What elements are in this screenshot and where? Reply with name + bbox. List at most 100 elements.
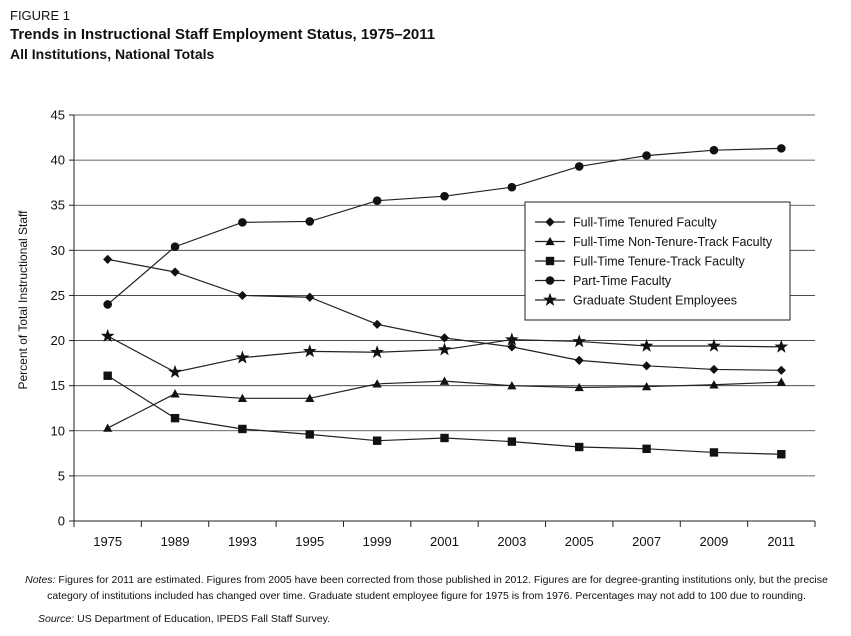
chart-subtitle: All Institutions, National Totals <box>10 46 215 62</box>
marker-triangle <box>507 381 517 390</box>
x-tick-label: 2009 <box>699 534 728 549</box>
marker-circle <box>103 300 112 309</box>
series-5 <box>100 328 789 378</box>
legend-label: Full-Time Non-Tenure-Track Faculty <box>573 235 773 249</box>
x-tick-label: 1975 <box>93 534 122 549</box>
y-tick-label: 40 <box>51 153 65 168</box>
marker-star <box>437 342 452 356</box>
marker-square <box>372 436 382 445</box>
legend-item: Full-Time Tenured Faculty <box>535 216 718 230</box>
x-tick-label: 1993 <box>228 534 257 549</box>
marker-square <box>440 433 449 443</box>
line-chart: 0 5 10 15 20 25 30 35 40 45 1975 1989 1993 1995 1999 2… <box>16 108 816 549</box>
notes-text: Figures for 2011 are estimated. Figures … <box>47 574 828 602</box>
marker-square <box>103 371 112 380</box>
marker-diamond <box>237 290 248 301</box>
y-tick-label: 5 <box>58 468 65 483</box>
axes <box>69 115 815 526</box>
notes-label: Notes: <box>25 574 56 586</box>
series-4 <box>103 144 786 309</box>
marker-triangle <box>709 380 719 389</box>
marker-diamond <box>507 342 517 352</box>
marker-circle <box>170 242 180 252</box>
source-label: Source: <box>38 613 75 625</box>
y-tick-label: 30 <box>51 243 65 258</box>
marker-diamond <box>545 217 555 227</box>
x-tick-label: 1999 <box>363 534 392 549</box>
marker-diamond <box>372 319 382 329</box>
marker-star <box>370 345 384 359</box>
source: Source: US Department of Education, IPED… <box>38 613 330 625</box>
source-text: US Department of Education, IPEDS Fall S… <box>74 613 330 625</box>
marker-diamond <box>776 365 786 375</box>
chart-title: Trends in Instructional Staff Employment… <box>10 26 436 43</box>
legend-box <box>524 201 791 321</box>
marker-triangle <box>305 393 315 402</box>
marker-circle <box>440 191 449 201</box>
marker-diamond <box>103 254 113 264</box>
x-tick-label: 2001 <box>430 534 459 549</box>
marker-star <box>639 338 654 352</box>
y-axis-ticks: 0 5 10 15 20 25 30 35 40 45 <box>51 108 74 529</box>
marker-diamond <box>170 267 180 277</box>
legend-label: Full-Time Tenure-Track Faculty <box>573 255 746 269</box>
marker-diamond <box>709 364 719 375</box>
marker-circle <box>574 162 584 171</box>
series-1 <box>103 254 786 375</box>
marker-star <box>774 339 789 353</box>
marker-star <box>505 332 519 346</box>
marker-square <box>170 413 180 423</box>
marker-circle <box>372 196 382 206</box>
y-tick-label: 20 <box>51 333 65 348</box>
x-tick-label: 1995 <box>295 534 324 549</box>
marker-square <box>238 424 247 434</box>
marker-square <box>305 430 314 439</box>
series-lines <box>100 144 789 459</box>
marker-circle <box>642 151 651 160</box>
marker-triangle <box>545 236 555 246</box>
series-line <box>107 380 782 429</box>
legend-label: Full-Time Tenured Faculty <box>573 216 718 230</box>
marker-star <box>100 328 115 342</box>
marker-circle <box>709 145 719 155</box>
marker-circle <box>305 217 315 226</box>
legend-label: Part-Time Faculty <box>573 274 672 288</box>
y-tick-label: 45 <box>51 108 65 123</box>
marker-circle <box>545 276 555 285</box>
marker-triangle <box>439 376 450 385</box>
marker-square <box>642 444 651 454</box>
legend: Full-Time Tenured Faculty Full-Time Non-T… <box>524 201 791 321</box>
marker-triangle <box>170 389 180 398</box>
marker-diamond <box>641 361 652 371</box>
x-tick-label: 1989 <box>161 534 190 549</box>
marker-circle <box>777 144 786 153</box>
marker-triangle <box>103 423 113 432</box>
series-line <box>107 375 782 455</box>
legend-label: Graduate Student Employees <box>573 294 737 308</box>
marker-star <box>168 364 182 378</box>
x-tick-label: 2007 <box>632 534 661 549</box>
x-tick-label: 2005 <box>565 534 594 549</box>
legend-item: Part-Time Faculty <box>535 274 672 288</box>
marker-square <box>709 448 719 457</box>
x-tick-label: 2003 <box>497 534 526 549</box>
legend-item: Full-Time Tenure-Track Faculty <box>535 255 746 269</box>
marker-star <box>572 334 587 348</box>
marker-square <box>777 450 786 459</box>
marker-triangle <box>641 381 652 391</box>
marker-circle <box>507 182 517 192</box>
marker-star <box>235 350 250 364</box>
notes: Notes: Figures for 2011 are estimated. F… <box>14 572 839 604</box>
y-axis-label: Percent of Total Instructional Staff <box>16 210 30 390</box>
marker-square <box>545 256 555 266</box>
y-tick-label: 25 <box>51 288 65 303</box>
figure-label: FIGURE 1 <box>10 8 70 23</box>
marker-triangle <box>237 393 248 402</box>
marker-diamond <box>439 333 450 343</box>
marker-star <box>707 338 721 352</box>
marker-square <box>507 437 517 446</box>
marker-diamond <box>305 292 315 302</box>
marker-square <box>575 442 584 452</box>
x-tick-label: 2011 <box>767 534 795 549</box>
marker-star <box>543 292 557 306</box>
